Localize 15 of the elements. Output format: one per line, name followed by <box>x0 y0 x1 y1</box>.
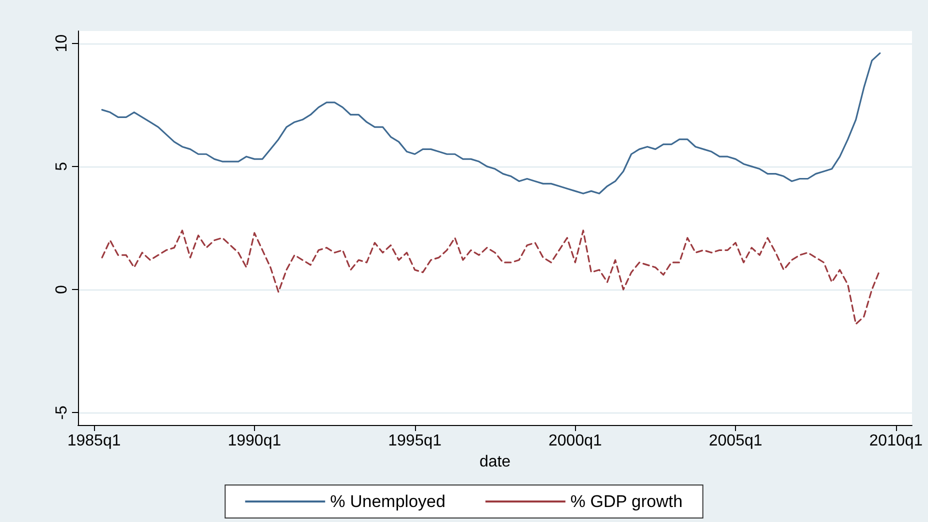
x-tick-label: 1985q1 <box>67 432 121 450</box>
x-tick-label: 1995q1 <box>388 432 442 450</box>
line-series <box>101 230 881 325</box>
y-tick-label: 10 <box>54 34 70 52</box>
x-tick-label: 2000q1 <box>548 432 602 450</box>
x-axis-title: date <box>479 453 511 470</box>
x-tick-label: 1990q1 <box>228 432 282 450</box>
legend-label: % Unemployed <box>330 492 446 511</box>
line-series <box>101 52 881 194</box>
y-tick-label: 5 <box>54 162 70 171</box>
y-tick-label: -5 <box>54 405 70 420</box>
legend-label: % GDP growth <box>570 492 683 511</box>
x-tick-label: 2005q1 <box>708 432 762 450</box>
x-tick-label: 2010q1 <box>869 432 923 450</box>
y-tick-label: 0 <box>54 285 70 294</box>
